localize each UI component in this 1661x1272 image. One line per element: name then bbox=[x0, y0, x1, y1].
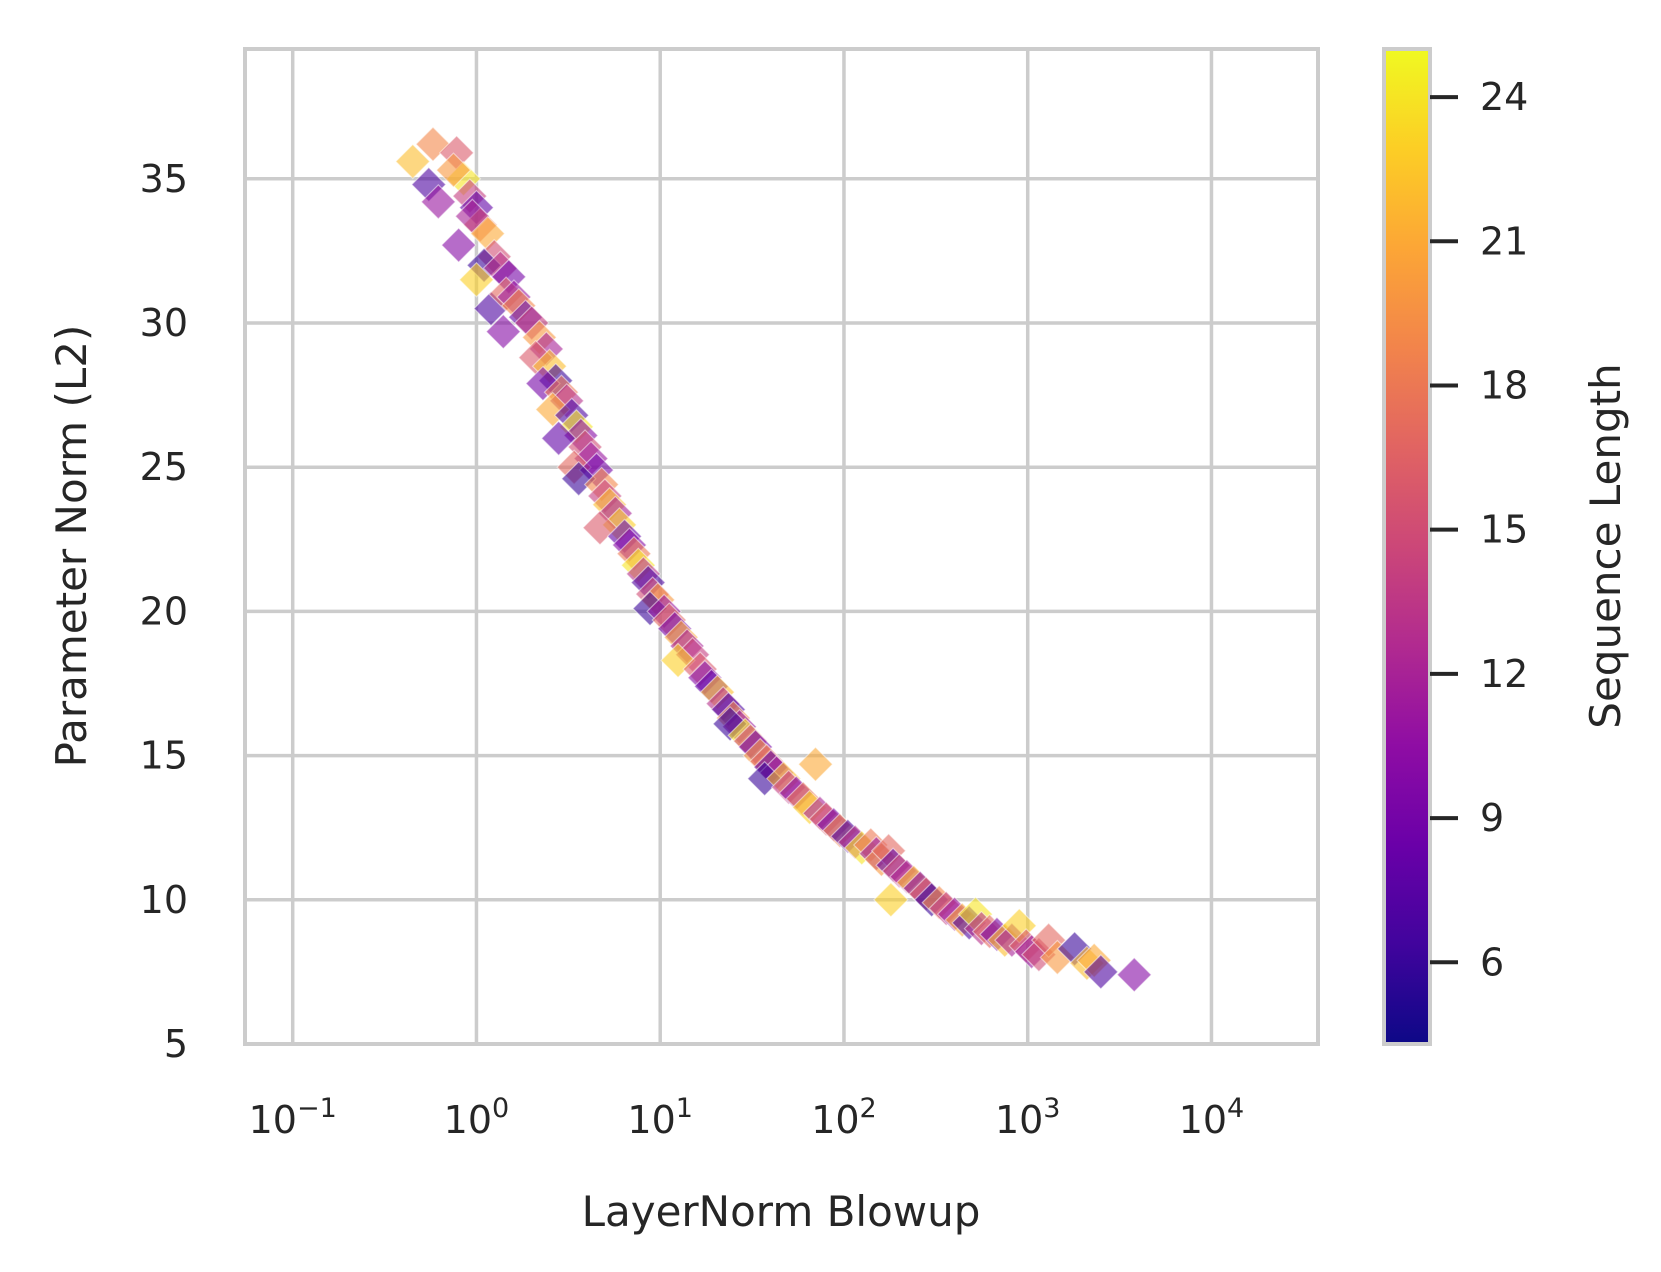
y-axis-label: Parameter Norm (L2) bbox=[47, 325, 96, 768]
y-tick-label: 25 bbox=[140, 445, 188, 489]
scatter-point bbox=[435, 152, 472, 188]
scatter-point bbox=[540, 420, 577, 457]
y-tick-label: 35 bbox=[140, 157, 188, 201]
scatter-point bbox=[1116, 956, 1153, 993]
y-tick-label: 15 bbox=[140, 734, 188, 778]
scatter-point bbox=[485, 313, 522, 350]
colorbar-tick-label: 18 bbox=[1480, 363, 1528, 407]
scatter-point bbox=[420, 184, 457, 220]
scatter-point bbox=[394, 143, 431, 180]
y-tick-label: 10 bbox=[140, 878, 188, 922]
y-tick-label: 20 bbox=[140, 589, 188, 633]
x-tick-label: 102 bbox=[811, 1093, 877, 1142]
x-axis-label: LayerNorm Blowup bbox=[582, 1187, 981, 1236]
x-tick-labels: 10−1 100 101 102 103 104 bbox=[249, 1093, 1245, 1142]
data-points bbox=[394, 126, 1153, 993]
y-tick-label: 30 bbox=[140, 301, 188, 345]
scatter-point bbox=[440, 227, 477, 263]
x-tick-label: 104 bbox=[1179, 1093, 1245, 1142]
scatter-point bbox=[458, 261, 495, 298]
scatter-point bbox=[873, 881, 909, 918]
plot-area bbox=[243, 47, 1320, 1046]
x-tick-label: 10−1 bbox=[249, 1093, 337, 1142]
colorbar-label: Sequence Length bbox=[1581, 363, 1630, 728]
colorbar-tick-label: 9 bbox=[1480, 796, 1504, 840]
scatter-point bbox=[1082, 954, 1119, 990]
y-tick-label: 5 bbox=[164, 1022, 188, 1066]
colorbar-tick-label: 12 bbox=[1480, 652, 1528, 696]
colorbar-tick-label: 6 bbox=[1480, 940, 1504, 984]
y-tick-labels: 5 10 15 20 25 30 35 bbox=[140, 157, 188, 1066]
colorbar-tick-label: 15 bbox=[1480, 508, 1528, 552]
colorbar-gradient bbox=[1384, 49, 1430, 1044]
colorbar-ticks: 6 9 12 15 18 21 24 bbox=[1430, 75, 1528, 984]
plot-frame bbox=[243, 47, 1320, 1046]
x-tick-label: 103 bbox=[995, 1093, 1061, 1142]
colorbar-tick-label: 24 bbox=[1480, 75, 1528, 119]
colorbar-tick-label: 21 bbox=[1480, 219, 1528, 263]
x-tick-label: 100 bbox=[444, 1093, 510, 1142]
scatter-point bbox=[797, 746, 834, 783]
x-tick-label: 101 bbox=[627, 1093, 693, 1142]
colorbar: 6 9 12 15 18 21 24 bbox=[1382, 47, 1528, 1046]
colorbar-frame bbox=[1382, 47, 1432, 1046]
